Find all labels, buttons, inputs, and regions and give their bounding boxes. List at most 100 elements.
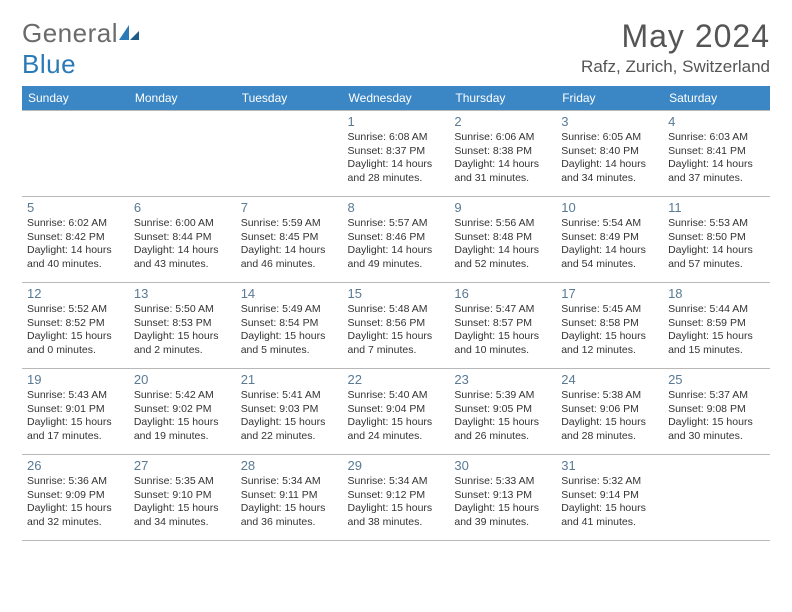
- daylight-text: Daylight: 15 hours: [348, 416, 445, 430]
- daylight-text: Daylight: 15 hours: [561, 416, 658, 430]
- day-info: Sunrise: 5:37 AMSunset: 9:08 PMDaylight:…: [668, 389, 765, 444]
- sunrise-text: Sunrise: 5:56 AM: [454, 217, 551, 231]
- calendar-day-cell: 20 Sunrise: 5:42 AMSunset: 9:02 PMDayligh…: [129, 369, 236, 455]
- sunrise-text: Sunrise: 5:34 AM: [241, 475, 338, 489]
- daylight-text: Daylight: 14 hours: [27, 244, 124, 258]
- day-info: Sunrise: 5:35 AMSunset: 9:10 PMDaylight:…: [134, 475, 231, 530]
- calendar-week-row: 19Sunrise: 5:43 AMSunset: 9:01 PMDayligh…: [22, 369, 770, 455]
- day-number: 22: [348, 372, 445, 387]
- day-info: Sunrise: 5:42 AMSunset: 9:02 PMDaylight:…: [134, 389, 231, 444]
- sunset-text: Sunset: 8:48 PM: [454, 231, 551, 245]
- day-info: Sunrise: 5:54 AMSunset: 8:49 PMDaylight:…: [561, 217, 658, 272]
- daylight-text: Daylight: 15 hours: [454, 502, 551, 516]
- calendar-day-cell: 9 Sunrise: 5:56 AMSunset: 8:48 PMDaylight…: [449, 197, 556, 283]
- sunset-text: Sunset: 9:06 PM: [561, 403, 658, 417]
- day-number: 15: [348, 286, 445, 301]
- sunrise-text: Sunrise: 6:03 AM: [668, 131, 765, 145]
- day-info: Sunrise: 5:53 AMSunset: 8:50 PMDaylight:…: [668, 217, 765, 272]
- calendar-day-cell: 6 Sunrise: 6:00 AMSunset: 8:44 PMDaylight…: [129, 197, 236, 283]
- day-number: 26: [27, 458, 124, 473]
- daylight-text-2: and 32 minutes.: [27, 516, 124, 530]
- sunset-text: Sunset: 9:09 PM: [27, 489, 124, 503]
- daylight-text: Daylight: 15 hours: [454, 330, 551, 344]
- day-number: 8: [348, 200, 445, 215]
- daylight-text: Daylight: 15 hours: [348, 330, 445, 344]
- calendar-day-cell: 3Sunrise: 6:05 AMSunset: 8:40 PMDaylight…: [556, 111, 663, 197]
- location-text: Rafz, Zurich, Switzerland: [581, 57, 770, 77]
- sunset-text: Sunset: 9:04 PM: [348, 403, 445, 417]
- day-info: Sunrise: 5:36 AMSunset: 9:09 PMDaylight:…: [27, 475, 124, 530]
- sunrise-text: Sunrise: 5:57 AM: [348, 217, 445, 231]
- daylight-text-2: and 34 minutes.: [561, 172, 658, 186]
- daylight-text: Daylight: 14 hours: [668, 244, 765, 258]
- sunrise-text: Sunrise: 5:47 AM: [454, 303, 551, 317]
- daylight-text-2: and 5 minutes.: [241, 344, 338, 358]
- day-info: Sunrise: 5:59 AMSunset: 8:45 PMDaylight:…: [241, 217, 338, 272]
- calendar-header-row: SundayMondayTuesdayWednesdayThursdayFrid…: [22, 86, 770, 111]
- calendar-day-cell: 30Sunrise: 5:33 AMSunset: 9:13 PMDayligh…: [449, 455, 556, 541]
- daylight-text-2: and 22 minutes.: [241, 430, 338, 444]
- daylight-text-2: and 7 minutes.: [348, 344, 445, 358]
- brand-logo: GeneralBlue: [22, 18, 140, 80]
- calendar-day-cell: 5Sunrise: 6:02 AMSunset: 8:42 PMDaylight…: [22, 197, 129, 283]
- daylight-text-2: and 49 minutes.: [348, 258, 445, 272]
- calendar-table: SundayMondayTuesdayWednesdayThursdayFrid…: [22, 86, 770, 541]
- sunrise-text: Sunrise: 5:42 AM: [134, 389, 231, 403]
- calendar-day-cell: 10Sunrise: 5:54 AMSunset: 8:49 PMDayligh…: [556, 197, 663, 283]
- sunrise-text: Sunrise: 5:53 AM: [668, 217, 765, 231]
- daylight-text-2: and 2 minutes.: [134, 344, 231, 358]
- day-info: Sunrise: 5:50 AMSunset: 8:53 PMDaylight:…: [134, 303, 231, 358]
- day-number: 20: [134, 372, 231, 387]
- calendar-empty-cell: [129, 111, 236, 197]
- day-info: Sunrise: 6:00 AMSunset: 8:44 PMDaylight:…: [134, 217, 231, 272]
- day-info: Sunrise: 5:56 AMSunset: 8:48 PMDaylight:…: [454, 217, 551, 272]
- weekday-header: Saturday: [663, 86, 770, 111]
- sunset-text: Sunset: 9:08 PM: [668, 403, 765, 417]
- daylight-text: Daylight: 15 hours: [668, 330, 765, 344]
- calendar-day-cell: 4Sunrise: 6:03 AMSunset: 8:41 PMDaylight…: [663, 111, 770, 197]
- sunset-text: Sunset: 8:57 PM: [454, 317, 551, 331]
- daylight-text: Daylight: 15 hours: [134, 416, 231, 430]
- daylight-text: Daylight: 15 hours: [561, 502, 658, 516]
- day-number: 23: [454, 372, 551, 387]
- day-number: 27: [134, 458, 231, 473]
- daylight-text: Daylight: 14 hours: [454, 244, 551, 258]
- daylight-text: Daylight: 15 hours: [27, 416, 124, 430]
- calendar-day-cell: 22Sunrise: 5:40 AMSunset: 9:04 PMDayligh…: [343, 369, 450, 455]
- calendar-day-cell: 11Sunrise: 5:53 AMSunset: 8:50 PMDayligh…: [663, 197, 770, 283]
- sunrise-text: Sunrise: 5:37 AM: [668, 389, 765, 403]
- day-number: 12: [27, 286, 124, 301]
- day-info: Sunrise: 6:08 AMSunset: 8:37 PMDaylight:…: [348, 131, 445, 186]
- calendar-day-cell: 24Sunrise: 5:38 AMSunset: 9:06 PMDayligh…: [556, 369, 663, 455]
- calendar-day-cell: 28Sunrise: 5:34 AMSunset: 9:11 PMDayligh…: [236, 455, 343, 541]
- sunset-text: Sunset: 8:38 PM: [454, 145, 551, 159]
- daylight-text: Daylight: 14 hours: [348, 158, 445, 172]
- daylight-text-2: and 38 minutes.: [348, 516, 445, 530]
- brand-part1: General: [22, 18, 118, 48]
- daylight-text: Daylight: 15 hours: [27, 330, 124, 344]
- calendar-day-cell: 15Sunrise: 5:48 AMSunset: 8:56 PMDayligh…: [343, 283, 450, 369]
- daylight-text-2: and 40 minutes.: [27, 258, 124, 272]
- calendar-day-cell: 7Sunrise: 5:59 AMSunset: 8:45 PMDaylight…: [236, 197, 343, 283]
- brand-text: GeneralBlue: [22, 18, 140, 80]
- day-number: 19: [27, 372, 124, 387]
- daylight-text-2: and 39 minutes.: [454, 516, 551, 530]
- day-number: 6: [134, 200, 231, 215]
- day-number: 3: [561, 114, 658, 129]
- daylight-text: Daylight: 15 hours: [134, 502, 231, 516]
- daylight-text-2: and 28 minutes.: [561, 430, 658, 444]
- calendar-day-cell: 23Sunrise: 5:39 AMSunset: 9:05 PMDayligh…: [449, 369, 556, 455]
- daylight-text-2: and 37 minutes.: [668, 172, 765, 186]
- sunrise-text: Sunrise: 6:00 AM: [134, 217, 231, 231]
- daylight-text-2: and 26 minutes.: [454, 430, 551, 444]
- day-number: 29: [348, 458, 445, 473]
- day-number: 9: [454, 200, 551, 215]
- daylight-text: Daylight: 15 hours: [241, 330, 338, 344]
- sunrise-text: Sunrise: 5:36 AM: [27, 475, 124, 489]
- calendar-day-cell: 31Sunrise: 5:32 AMSunset: 9:14 PMDayligh…: [556, 455, 663, 541]
- sunset-text: Sunset: 8:40 PM: [561, 145, 658, 159]
- calendar-empty-cell: [663, 455, 770, 541]
- calendar-day-cell: 21Sunrise: 5:41 AMSunset: 9:03 PMDayligh…: [236, 369, 343, 455]
- day-number: 13: [134, 286, 231, 301]
- sunrise-text: Sunrise: 5:32 AM: [561, 475, 658, 489]
